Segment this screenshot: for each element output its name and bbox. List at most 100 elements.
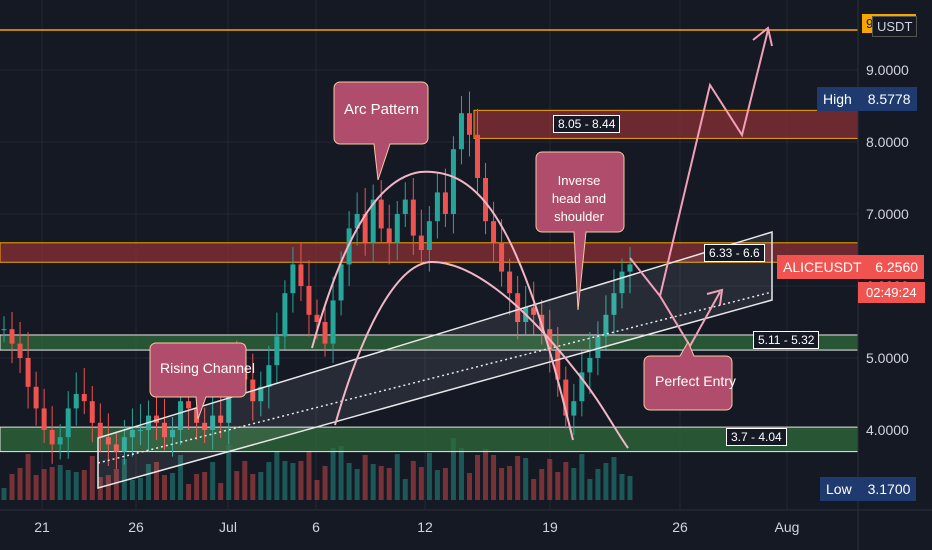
volume-bar <box>145 464 151 500</box>
volume-bar <box>595 469 601 500</box>
volume-bar <box>250 474 256 500</box>
candle-body <box>531 307 537 315</box>
volume-bar <box>603 463 609 500</box>
high-badge: High 8.5778 <box>817 87 917 111</box>
candle-body <box>410 199 416 236</box>
arc-pattern-callout <box>333 81 429 181</box>
volume-bar <box>619 474 625 500</box>
perfect-entry-callout <box>643 340 733 411</box>
arc-pattern-label: Arc Pattern <box>344 101 420 118</box>
candle-body <box>426 221 432 250</box>
volume-bar <box>627 476 633 500</box>
candle-body <box>475 134 481 178</box>
candle-body <box>129 430 135 438</box>
candle-body <box>619 271 625 294</box>
volume-bar <box>266 462 272 500</box>
low-label: Low <box>826 481 852 497</box>
candle-body <box>1 329 7 331</box>
volume-bar <box>394 454 400 500</box>
volume-bar <box>218 483 224 500</box>
volume-bar <box>290 463 296 500</box>
channel-midline <box>97 291 773 464</box>
y-tick-label: 9.0000 <box>866 62 909 78</box>
volume-bar <box>539 469 545 500</box>
zone-label-2: 6.33 - 6.6 <box>704 244 765 262</box>
candle-body <box>73 394 79 409</box>
volume-bar <box>579 454 585 500</box>
currency-label[interactable]: USDT <box>872 16 918 37</box>
x-tick-label: 21 <box>34 519 50 535</box>
candle-body <box>121 437 127 452</box>
volume-bar <box>33 475 39 500</box>
candle-body <box>539 314 545 330</box>
candle-body <box>57 437 63 445</box>
candle-body <box>113 444 119 452</box>
candle-body <box>153 415 159 423</box>
volume-bar <box>458 448 464 500</box>
volume-bar <box>531 479 537 500</box>
volume-bar <box>9 474 15 500</box>
candle-body <box>194 408 200 423</box>
volume-bar <box>258 472 264 500</box>
candle-body <box>579 372 585 402</box>
candle-body <box>571 401 577 416</box>
zone-label-4: 3.7 - 4.04 <box>726 428 787 446</box>
candle-body <box>627 264 633 272</box>
volume-bar <box>507 466 513 500</box>
candle-body <box>611 293 617 315</box>
candle-body <box>386 228 392 243</box>
volume-bar <box>547 459 553 500</box>
candle-body <box>282 293 288 337</box>
candle-body <box>137 430 143 431</box>
volume-bar <box>322 466 328 500</box>
x-tick-label: 26 <box>672 519 688 535</box>
volume-bar <box>515 456 521 500</box>
volume-bar <box>523 458 529 500</box>
last-price-badge: ALICEUSDT 6.2560 <box>777 255 925 279</box>
volume-bar <box>105 475 111 500</box>
volume-bar <box>186 484 192 500</box>
volume-bar <box>475 455 481 500</box>
candle-body <box>210 415 216 430</box>
candle-body <box>306 286 312 315</box>
candle-body <box>563 379 569 416</box>
candle-body <box>354 214 360 229</box>
candle-body <box>418 235 424 250</box>
volume-bar <box>242 461 248 500</box>
candle-body <box>442 192 448 214</box>
zone-label-3: 5.11 - 5.32 <box>753 331 820 349</box>
inverse-hs-text: Inverse head and shoulder <box>551 173 607 224</box>
volume-bar <box>25 454 31 500</box>
volume-bar <box>386 468 392 500</box>
candle-body <box>25 358 31 387</box>
volume-bar <box>499 468 505 500</box>
candle-body <box>266 365 272 387</box>
volume-bar <box>226 445 232 500</box>
volume-bar <box>426 453 432 500</box>
candle-body <box>434 192 440 222</box>
candle-body <box>258 386 264 402</box>
candle-body <box>483 178 489 222</box>
candle-body <box>378 199 384 229</box>
projection-path <box>629 29 769 299</box>
volume-bar <box>81 470 87 500</box>
volume-bar <box>210 462 216 500</box>
candle-body <box>338 264 344 301</box>
candle-body <box>603 314 609 337</box>
candle-body <box>370 199 376 243</box>
outer-arc <box>311 170 574 441</box>
candle-body <box>178 401 184 430</box>
candle-body <box>499 242 505 272</box>
candle-body <box>17 343 23 358</box>
rising-channel-callout <box>149 342 247 420</box>
zone-box <box>0 426 859 453</box>
candle-body <box>33 386 39 409</box>
volume-bar <box>306 451 312 500</box>
low-badge: Low 3.1700 <box>820 477 917 501</box>
candle-body <box>81 394 87 402</box>
volume-bar <box>587 479 593 500</box>
candle-body <box>330 300 336 344</box>
volume-bar <box>442 468 448 500</box>
